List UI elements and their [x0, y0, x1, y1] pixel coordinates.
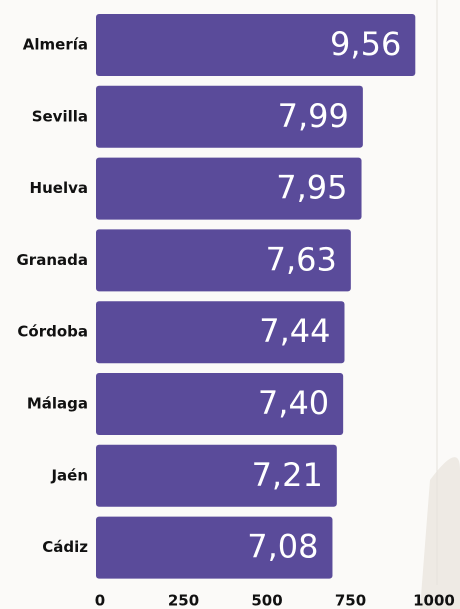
category-label: Almería: [23, 36, 88, 54]
value-label: 7,44: [259, 312, 330, 350]
category-label: Sevilla: [32, 107, 88, 125]
bar: [96, 516, 333, 579]
value-label: 7,63: [266, 240, 337, 278]
value-label: 7,99: [278, 97, 349, 135]
category-label: Granada: [17, 251, 89, 269]
value-label: 7,08: [247, 528, 318, 566]
bar: [96, 444, 337, 507]
category-label: Cádiz: [42, 538, 88, 556]
bar: [96, 85, 363, 148]
value-label: 7,95: [276, 169, 347, 207]
x-tick-label: 250: [168, 592, 199, 609]
decoration: [420, 457, 460, 609]
value-label: 7,21: [252, 456, 323, 494]
value-label: 7,40: [258, 384, 329, 422]
x-tick-label: 750: [335, 592, 366, 609]
x-tick-label: 1000: [413, 592, 455, 609]
bar: [96, 14, 416, 76]
x-tick-label: 500: [251, 592, 282, 609]
category-label: Jaén: [50, 466, 88, 484]
category-label: Málaga: [27, 395, 88, 413]
bar: [96, 301, 345, 364]
value-label: 9,56: [330, 25, 401, 63]
bar: [96, 229, 351, 292]
category-label: Córdoba: [17, 323, 88, 341]
x-tick-label: 0: [95, 592, 105, 609]
category-label: Huelva: [30, 179, 88, 197]
bar: [96, 373, 344, 435]
bar: [96, 157, 362, 220]
